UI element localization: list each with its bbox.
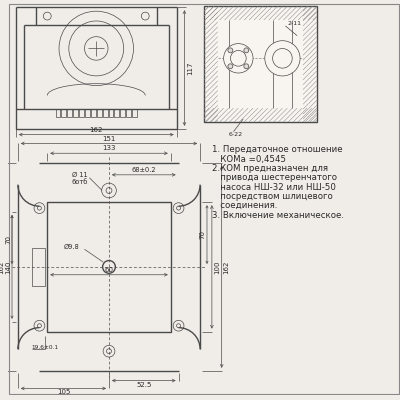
Circle shape [244,64,249,69]
Bar [108,109,114,117]
Text: 1. Передаточное отношение: 1. Передаточное отношение [212,146,342,154]
Bar [126,109,131,117]
Bar [16,109,177,129]
Bar [204,6,317,122]
Circle shape [244,48,249,53]
Bar [85,109,90,117]
Text: 2-11: 2-11 [287,22,301,26]
Bar [91,109,96,117]
Text: 68±0.2: 68±0.2 [132,167,156,173]
Text: КОМа =0,4545: КОМа =0,4545 [212,155,286,164]
Text: 117: 117 [187,61,193,75]
Circle shape [230,50,246,66]
Text: 100: 100 [214,260,220,274]
Bar [36,7,157,25]
Bar [73,109,78,117]
Text: 133: 133 [102,145,116,151]
Text: 52.5: 52.5 [136,382,152,388]
Bar [62,109,66,117]
Bar [120,109,125,117]
Circle shape [273,48,292,68]
Circle shape [224,44,253,73]
Bar [132,109,137,117]
Text: 105: 105 [57,389,70,395]
Text: привода шестеренчатого: привода шестеренчатого [212,173,337,182]
Text: 19.6±0.1: 19.6±0.1 [32,345,59,350]
Bar [97,109,102,117]
Text: посредством шлицевого: посредством шлицевого [212,192,333,201]
Bar [67,109,72,117]
Bar [56,109,60,117]
Text: 6отб: 6отб [72,179,88,185]
Text: 3. Включение механическое.: 3. Включение механическое. [212,210,344,220]
Text: 162: 162 [224,260,230,274]
Circle shape [228,48,233,53]
Text: 2.КОМ предназначен для: 2.КОМ предназначен для [212,164,328,173]
Text: насоса НШ-32 или НШ-50: насоса НШ-32 или НШ-50 [212,183,336,192]
Text: Ø9.8: Ø9.8 [64,244,80,250]
Text: 162: 162 [90,127,103,133]
Text: 60: 60 [104,267,114,273]
Text: 140: 140 [5,260,11,274]
Bar [103,109,108,117]
Text: Ø 11: Ø 11 [72,172,87,178]
Text: 162: 162 [0,260,4,274]
Bar [114,109,119,117]
Text: 6-22: 6-22 [228,132,243,137]
Circle shape [228,64,233,69]
Circle shape [265,41,300,76]
Text: 151: 151 [102,136,116,142]
Bar [32,248,45,286]
Bar [204,6,317,122]
Bar [79,109,84,117]
Text: 70: 70 [5,235,11,244]
Text: соединения.: соединения. [212,201,277,210]
Bar [47,202,171,332]
Text: 70: 70 [199,230,205,239]
